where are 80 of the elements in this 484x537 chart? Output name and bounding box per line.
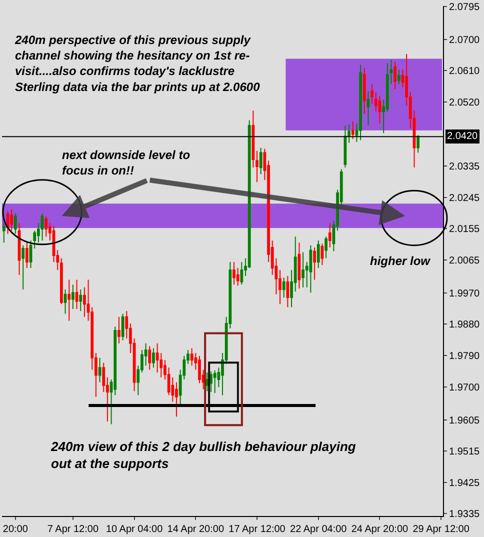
y-tick-label: 1.9790 (449, 351, 480, 362)
annotation: higher low (370, 254, 431, 268)
candlestick (14, 212, 17, 234)
y-tick-label: 1.9605 (449, 415, 480, 426)
y-tick-label: 1.9335 (449, 509, 480, 520)
candlestick (40, 212, 44, 241)
candlestick (10, 208, 14, 232)
annotation: 240m perspective of this previous supply channel showing the hesitancy on 1st re- visit....also confirms today's lacklustre Sterling data via the bar prints up at 2.0600 (14, 33, 260, 94)
candlestick (309, 244, 312, 294)
candlestick (175, 382, 178, 418)
x-tick-label: 22 Apr 04:00 (290, 524, 348, 535)
x-tick-label: 10 Apr 04:00 (106, 524, 164, 535)
candlestick (60, 258, 63, 305)
x-tick-label: 29 Apr 12:00 (412, 524, 470, 535)
candlestick (348, 124, 350, 144)
candlestick (286, 275, 290, 308)
y-tick-label: 1.9515 (449, 446, 480, 458)
candlestick (152, 348, 155, 368)
y-tick-label: 2.0155 (449, 224, 480, 236)
candlestick (394, 61, 396, 90)
y-tick-label: 2.0065 (449, 255, 480, 266)
candlestick (213, 370, 216, 394)
y-tick-label: 2.0245 (449, 192, 480, 204)
y-tick-label: 2.0520 (449, 97, 480, 108)
candlestick (240, 262, 244, 286)
candlestick (302, 252, 304, 288)
candlestick (190, 348, 194, 366)
annotation: next downside level to focus in on!! (62, 148, 190, 178)
candlestick (359, 64, 362, 141)
y-tick-label: 1.9880 (449, 320, 480, 331)
x-tick-label: 7 Apr 12:00 (47, 524, 99, 535)
candlestick (366, 90, 370, 126)
candlestick (416, 134, 420, 154)
x-tick-label: 24 Apr 20:00 (351, 524, 409, 535)
candlestick (79, 288, 82, 312)
candlestick (316, 240, 320, 268)
candlestick (324, 236, 328, 259)
y-tick-label: 1.9970 (449, 288, 480, 300)
candlestick (320, 243, 324, 266)
candlestick (210, 370, 212, 392)
candlestick (344, 125, 347, 168)
candlestick (256, 150, 258, 183)
candlestick (378, 95, 382, 124)
candlestick (98, 357, 102, 383)
candlestick (68, 279, 71, 322)
ref-line-label: 2.0420 (447, 131, 478, 142)
y-tick-label: 2.0700 (449, 34, 480, 46)
y-tick-label: 2.0335 (449, 162, 480, 173)
candlestick (252, 110, 255, 168)
candlestick (75, 279, 78, 310)
candlestick (44, 216, 48, 238)
candlestick (72, 284, 74, 310)
y-tick-label: 2.0610 (449, 66, 480, 78)
candlestick (121, 313, 124, 341)
candlestick (64, 288, 67, 314)
candlestick (232, 262, 236, 286)
candlestick (2, 222, 6, 244)
candlestick (298, 242, 301, 289)
candlestick (18, 222, 21, 276)
candlestick (362, 67, 366, 114)
candlestick (351, 120, 354, 140)
candlestick (156, 342, 159, 374)
candlestick (22, 244, 25, 290)
x-tick-label: 20:00 (2, 524, 28, 535)
candlestick (313, 246, 316, 280)
y-tick-label: 1.9700 (449, 382, 480, 394)
candlestick (328, 222, 332, 248)
candlestick (370, 84, 374, 104)
candlestick (282, 277, 286, 298)
y-tick-label: 1.9425 (449, 478, 480, 489)
candlestick (259, 147, 262, 175)
candlestick (397, 69, 400, 85)
y-tick-label: 2.0795 (449, 2, 480, 13)
candlestick (25, 242, 28, 268)
candlestick (206, 372, 209, 392)
candlestick (118, 316, 120, 344)
candlestick (148, 346, 152, 370)
x-tick-label: 17 Apr 12:00 (228, 524, 286, 535)
annotation: 240m view of this 2 day bullish behaviour playing out at the supports (50, 439, 356, 471)
x-tick-label: 14 Apr 20:00 (167, 524, 224, 535)
